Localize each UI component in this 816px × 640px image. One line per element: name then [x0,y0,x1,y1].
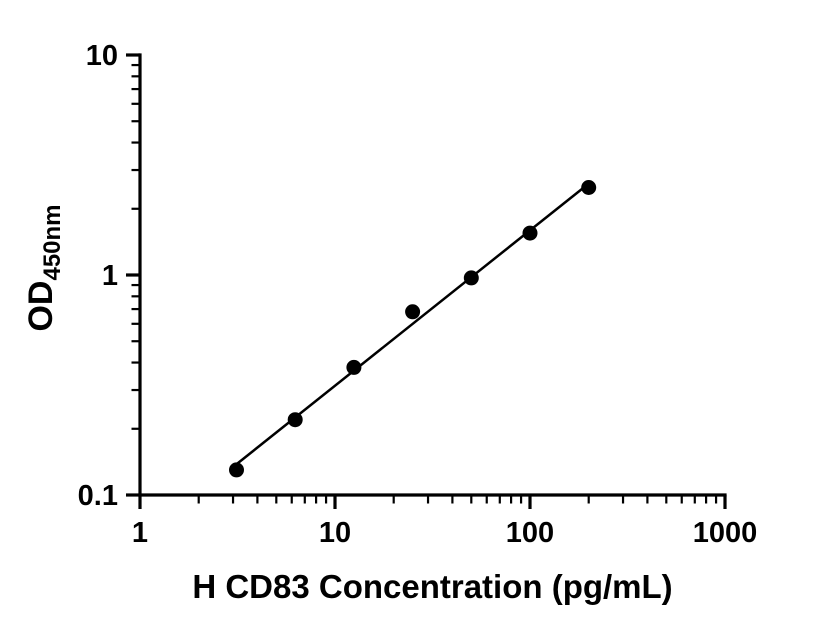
y-axis-title-main: OD [22,281,60,332]
data-point [229,462,244,478]
y-tick-label: 0.1 [78,480,118,512]
x-tick-label: 1000 [693,517,758,549]
axes-lines [138,53,727,497]
y-axis-title: OD450nm [22,204,66,331]
x-tick-label: 1 [132,517,148,549]
y-tick-label: 10 [86,40,118,72]
data-point [346,359,362,375]
data-point [581,180,597,195]
minor-ticks [131,63,718,504]
x-tick-label: 100 [506,517,554,549]
x-axis-title: H CD83 Concentration (pg/mL) [192,568,672,605]
fit-line [232,180,592,468]
x-tick-label: 10 [319,517,351,549]
data-point [463,270,479,286]
tick-labels: 1 10 100 1000 0.1 1 10 [78,40,758,549]
y-tick-label: 1 [102,260,118,292]
data-point [405,304,421,320]
y-axis-title-subscript: 450nm [39,204,66,280]
data-points [229,180,597,478]
data-point [522,225,538,241]
data-point [287,412,303,428]
major-ticks [126,53,727,509]
